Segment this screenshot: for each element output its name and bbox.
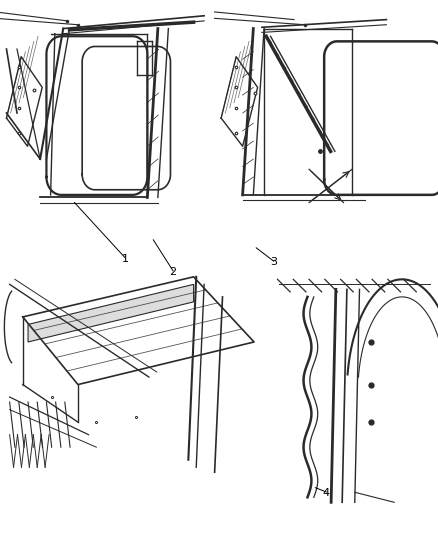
- Text: 3: 3: [270, 257, 277, 267]
- Text: 2: 2: [170, 267, 177, 277]
- Polygon shape: [28, 285, 194, 342]
- Text: 1: 1: [121, 254, 128, 263]
- Text: 4: 4: [323, 488, 330, 498]
